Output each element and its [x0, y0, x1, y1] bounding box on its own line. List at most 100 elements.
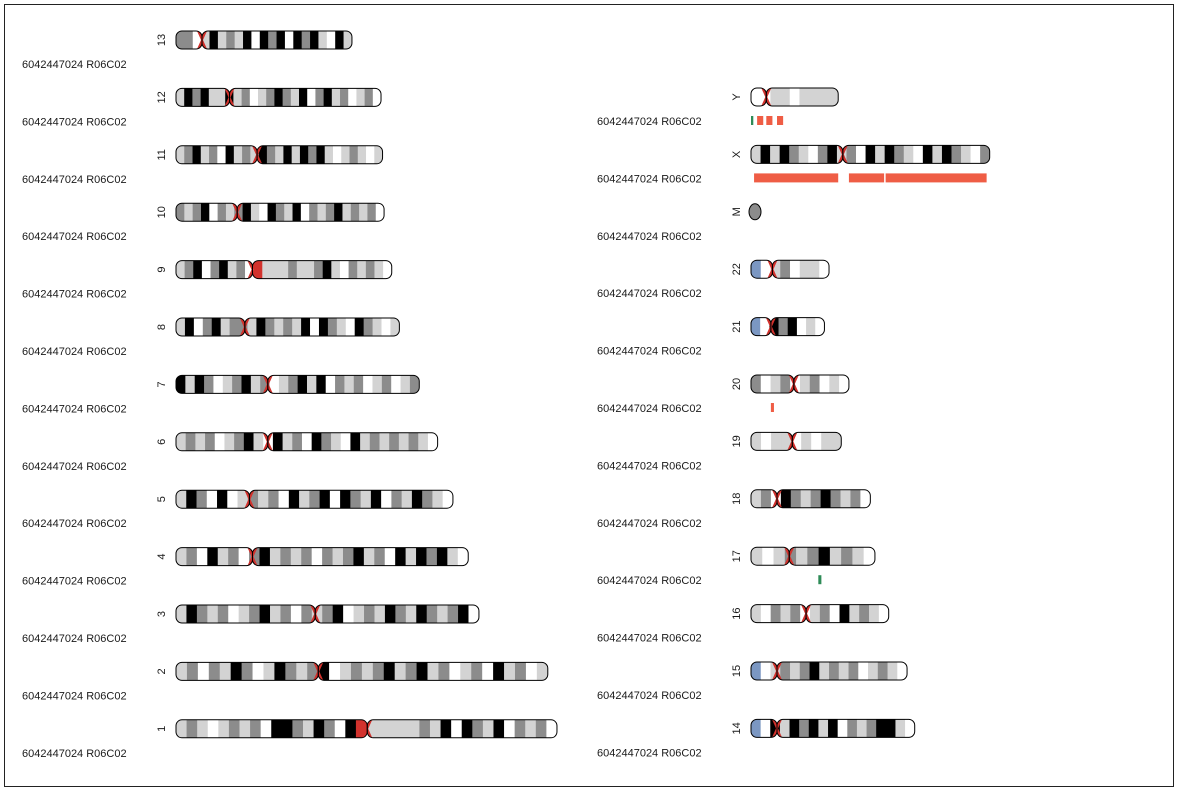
sample-label: 6042447024 R06C02 [597, 633, 702, 645]
cytoband [284, 31, 294, 49]
cytoband [350, 490, 362, 509]
cytoband [761, 432, 772, 451]
cytoband [260, 719, 272, 738]
cytoband [771, 432, 782, 451]
cytoband [222, 375, 233, 394]
cytoband [322, 605, 334, 623]
cytoband [472, 719, 484, 738]
cytoband [780, 662, 791, 680]
chromosome-10: 10 6042447024 R06C02 [22, 202, 385, 243]
cytoband [219, 260, 229, 279]
cytoband [176, 547, 187, 566]
cytoband [211, 318, 222, 336]
q-arm-outline [256, 145, 384, 165]
sample-label: 6042447024 R06C02 [22, 174, 127, 186]
cytoband [305, 260, 315, 279]
cytoband [309, 203, 318, 222]
chromosome-label: 22 [731, 263, 743, 275]
cytoband [818, 547, 831, 566]
cytoband [209, 203, 219, 222]
sample-label: 6042447024 R06C02 [22, 748, 127, 760]
cytoband [266, 145, 276, 164]
cytoband [343, 31, 352, 49]
cytoband [525, 719, 537, 738]
cytoband [342, 203, 352, 222]
cytoband [311, 432, 322, 451]
chromosome-label: 3 [156, 611, 168, 617]
cytoband [306, 375, 317, 394]
cytoband [821, 432, 832, 451]
cytoband [270, 260, 280, 279]
cytoband [176, 318, 186, 336]
q-arm-outline [314, 604, 480, 624]
cytoband [224, 432, 235, 451]
cytoband [482, 719, 494, 738]
cytoband [217, 145, 226, 164]
cytoband [751, 432, 762, 451]
chromosome-label: 8 [156, 324, 168, 330]
sample-label: 6042447024 R06C02 [22, 633, 127, 645]
cytoband [905, 719, 915, 738]
cytoband [249, 605, 260, 623]
cytoband [301, 432, 313, 451]
cytoband [863, 547, 875, 566]
cytoband [217, 547, 229, 566]
sample-label: 6042447024 R06C02 [22, 576, 127, 588]
cytoband [281, 719, 293, 738]
cytoband [818, 88, 829, 106]
cytoband [176, 375, 186, 394]
cytoband [839, 375, 849, 393]
cytoband [307, 662, 319, 681]
chromosome-20: 20 6042447024 R06C02 [597, 374, 850, 415]
cytoband [760, 375, 771, 393]
chromosome-m: M 6042447024 R06C02 [597, 203, 762, 243]
cytoband [790, 260, 801, 279]
sample-label: 6042447024 R06C02 [597, 690, 702, 702]
cytoband [340, 432, 351, 451]
cytoband [308, 145, 317, 164]
cytoband [447, 547, 459, 566]
cytoband [335, 375, 345, 394]
cytoband [858, 662, 869, 680]
cytoband [307, 88, 316, 107]
cytoband [419, 719, 431, 738]
cytoband [504, 719, 516, 738]
chromosome-label: 1 [156, 726, 168, 732]
cytoband [301, 31, 311, 49]
cytoband [300, 203, 310, 222]
cytoband [186, 719, 198, 738]
cytoband [327, 318, 338, 336]
chromosome-5: 5 6042447024 R06C02 [22, 489, 454, 530]
q-arm-outline [791, 431, 842, 451]
cytoband [384, 547, 396, 566]
chromosome-label: 16 [731, 607, 743, 619]
cytoband [426, 605, 438, 623]
cytoband [282, 88, 292, 107]
cytoband [364, 88, 374, 107]
cytoband [288, 375, 299, 394]
cytoband [288, 490, 300, 509]
cytoband [790, 604, 801, 623]
cytoband [451, 719, 463, 738]
cytoband [311, 605, 323, 623]
cytoband [213, 375, 224, 394]
cytoband [800, 489, 812, 508]
chromosome-x: X 6042447024 R06C02 [597, 144, 991, 185]
cytoband [381, 490, 392, 509]
cnv-gain-segment [777, 116, 784, 125]
cytoband [504, 662, 516, 681]
sample-label: 6042447024 R06C02 [597, 575, 702, 587]
cytoband [815, 317, 825, 336]
cytoband [184, 318, 195, 336]
q-arm-outline [244, 317, 400, 337]
cnv-gain-segment [848, 173, 885, 183]
cytoband [427, 432, 438, 451]
chromosome-12: 12 6042447024 R06C02 [22, 87, 382, 128]
q-arm-outline [267, 432, 439, 452]
cytoband [335, 31, 344, 49]
cytoband [209, 31, 219, 49]
cytoband [201, 31, 210, 49]
cytoband [869, 604, 880, 623]
cytoband [259, 605, 271, 623]
cytoband [460, 662, 472, 681]
